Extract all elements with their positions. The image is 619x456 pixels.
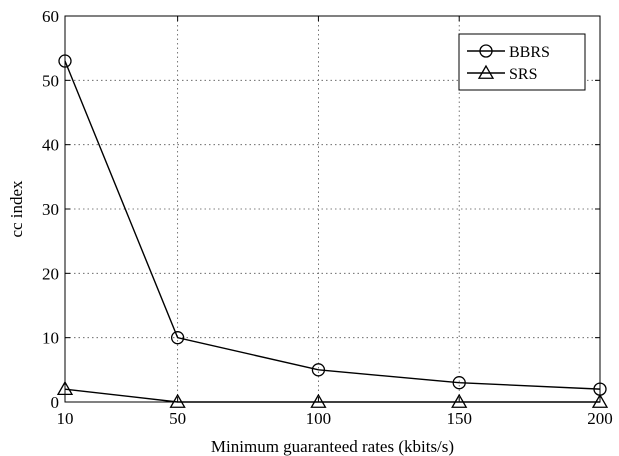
legend-triangle-marker <box>477 64 495 79</box>
y-tick-label: 50 <box>42 71 59 90</box>
x-tick-label: 100 <box>306 409 332 428</box>
series-bbrs <box>58 54 607 396</box>
legend-label: SRS <box>509 66 537 83</box>
x-tick-label: 200 <box>587 409 613 428</box>
y-tick-label: 20 <box>42 264 59 283</box>
series-line-srs <box>64 388 600 403</box>
y-tick-label: 40 <box>42 136 59 155</box>
x-axis-label: Minimum guaranteed rates (kbits/s) <box>211 437 454 456</box>
x-tick-label: 50 <box>169 409 186 428</box>
data-point-srs <box>169 393 186 408</box>
data-point-srs <box>310 393 327 408</box>
data-point-bbrs <box>170 331 185 345</box>
series-group <box>56 54 609 408</box>
y-tick-labels: 0 10 20 30 40 50 60 <box>42 7 59 412</box>
legend-box <box>458 33 586 91</box>
legend-label: BBRS <box>509 44 550 61</box>
series-line-bbrs <box>64 60 601 390</box>
y-tick-label: 0 <box>51 393 60 412</box>
y-axis-label: cc index <box>7 180 26 238</box>
x-tick-label: 10 <box>57 409 74 428</box>
x-tick-label: 150 <box>446 409 472 428</box>
y-tick-label: 10 <box>42 329 59 348</box>
data-point-srs <box>591 393 609 408</box>
legend-circle-marker <box>479 44 493 58</box>
y-tick-label: 60 <box>42 7 59 26</box>
data-point-bbrs <box>58 54 72 68</box>
data-point-srs <box>56 380 74 396</box>
legend: BBRS SRS <box>458 33 586 91</box>
data-point-bbrs <box>311 363 326 377</box>
axis-ticks <box>64 15 601 403</box>
data-point-bbrs <box>452 376 466 390</box>
x-tick-labels: 10 50 100 150 200 <box>57 409 613 428</box>
data-point-srs <box>451 393 468 408</box>
series-srs <box>56 380 609 408</box>
y-tick-label: 30 <box>42 200 59 219</box>
